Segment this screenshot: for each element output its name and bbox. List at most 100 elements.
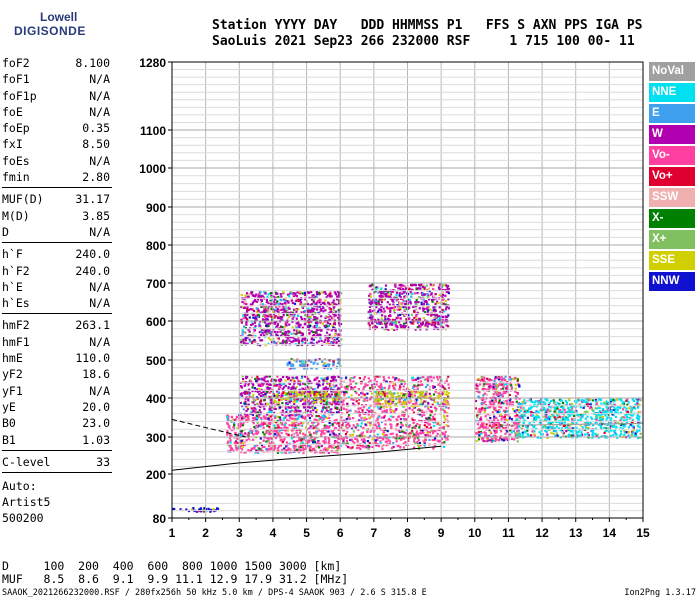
echo-point	[372, 318, 375, 321]
echo-point	[348, 424, 351, 427]
echo-point	[292, 440, 295, 443]
echo-point	[413, 419, 416, 422]
echo-point	[351, 446, 354, 449]
echo-point	[515, 409, 518, 412]
echo-point	[324, 292, 327, 295]
echo-point	[296, 417, 299, 421]
echo-point	[314, 398, 317, 401]
echo-point	[288, 398, 291, 401]
echo-point	[508, 416, 511, 419]
param-value: N/A	[89, 104, 110, 119]
echo-point	[508, 402, 511, 405]
echo-point	[244, 400, 247, 403]
echo-point	[330, 303, 334, 306]
echo-point	[291, 317, 294, 320]
echo-point	[600, 411, 603, 414]
echo-point	[270, 341, 274, 344]
echo-point	[484, 439, 487, 443]
echo-point	[404, 287, 408, 290]
echo-point	[290, 388, 293, 391]
echo-point	[275, 325, 279, 328]
echo-point	[328, 440, 331, 443]
echo-point	[331, 379, 335, 382]
echo-point	[385, 395, 388, 398]
echo-point	[517, 415, 520, 418]
echo-point	[291, 376, 294, 379]
echo-point	[482, 384, 485, 387]
echo-point	[336, 407, 339, 410]
echo-point	[432, 376, 435, 379]
echo-point	[440, 311, 444, 314]
echo-point	[263, 421, 266, 424]
echo-point	[433, 318, 436, 322]
echo-point	[313, 432, 316, 435]
echo-point	[443, 398, 446, 401]
echo-point	[339, 322, 343, 326]
echo-point	[444, 400, 447, 403]
echo-point	[282, 375, 285, 379]
echo-point	[301, 364, 304, 367]
param-name: foF1p	[2, 88, 37, 103]
echo-point	[403, 313, 406, 316]
echo-point	[322, 387, 325, 390]
echo-point	[495, 392, 498, 395]
echo-point	[568, 415, 571, 418]
echo-point	[303, 291, 306, 294]
echo-point	[494, 400, 497, 403]
echo-point	[388, 440, 392, 443]
echo-point	[336, 451, 339, 454]
echo-point	[293, 447, 296, 450]
echo-point	[493, 415, 496, 418]
echo-point	[334, 390, 337, 393]
echo-point	[442, 326, 445, 329]
echo-point	[262, 320, 265, 323]
echo-point	[402, 446, 405, 449]
echo-point	[299, 397, 302, 400]
echo-point	[250, 376, 254, 379]
echo-point	[403, 431, 406, 434]
echo-point	[497, 439, 500, 442]
echo-point	[417, 384, 420, 387]
echo-point	[309, 433, 312, 436]
echo-point	[494, 409, 498, 412]
echo-point	[411, 419, 414, 422]
echo-point	[295, 448, 299, 451]
echo-point	[290, 434, 294, 437]
echo-point	[288, 330, 291, 334]
echo-point	[337, 316, 340, 319]
echo-point	[276, 427, 279, 430]
echo-point	[315, 411, 318, 414]
echo-point	[279, 418, 282, 421]
echo-point	[243, 440, 247, 444]
echo-point	[405, 318, 408, 321]
echo-point	[259, 344, 262, 347]
echo-point	[277, 401, 280, 404]
echo-point	[268, 305, 271, 308]
echo-point	[426, 434, 429, 437]
echo-point	[505, 437, 508, 441]
echo-point	[267, 324, 270, 327]
echo-point	[424, 400, 427, 403]
echo-point	[353, 404, 356, 407]
echo-point	[354, 437, 357, 440]
echo-point	[252, 294, 255, 297]
scaled-parameters-panel: foF2 8.100 foF1 N/A foF1p N/A foE N/A foEp 0.35 fx…	[2, 55, 166, 476]
echo-point	[443, 441, 446, 444]
echo-point	[390, 424, 393, 427]
echo-point	[478, 434, 481, 437]
echo-point	[424, 393, 427, 396]
echo-point	[240, 444, 243, 447]
echo-point	[494, 439, 497, 442]
echo-point	[399, 385, 402, 389]
echo-point	[486, 418, 489, 421]
echo-point	[347, 409, 350, 412]
echo-point	[619, 426, 622, 429]
echo-point	[243, 298, 246, 302]
echo-point	[269, 334, 273, 337]
echo-point	[533, 401, 536, 404]
echo-point	[427, 403, 430, 406]
echo-point	[295, 431, 298, 434]
echo-point	[422, 439, 425, 442]
echo-point	[320, 315, 323, 318]
echo-point	[422, 396, 425, 399]
